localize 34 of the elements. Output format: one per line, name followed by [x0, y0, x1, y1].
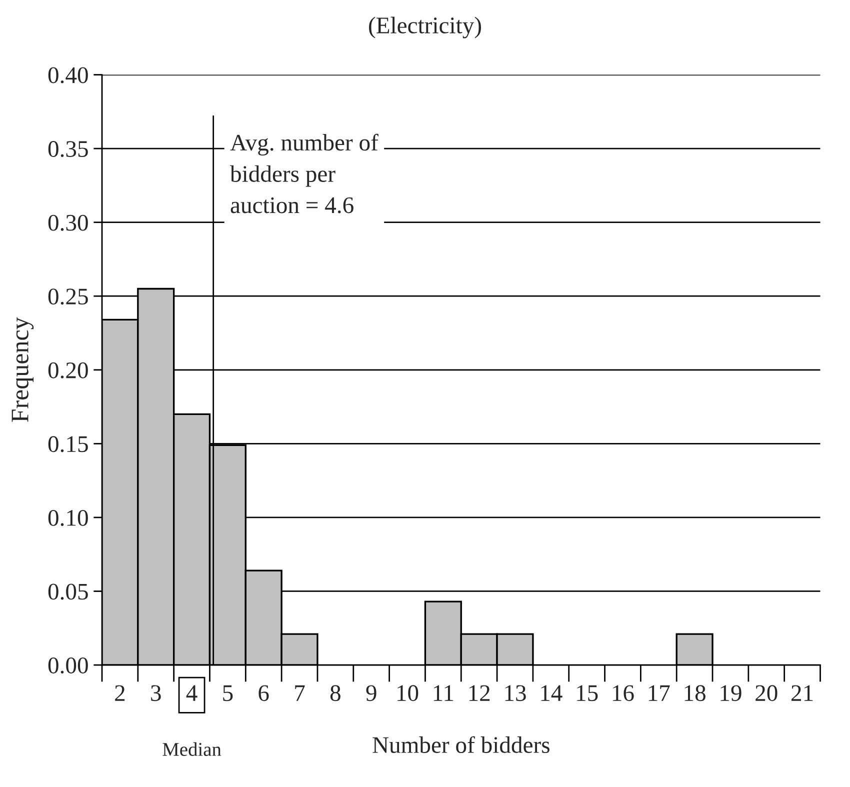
ref-line-label: Avg. number of bidders per auction = 4.6 [230, 134, 378, 214]
chart-title: (Electricity) [369, 16, 481, 38]
x-tick-label: 5 [223, 685, 233, 702]
x-tick-label: 4 [186, 685, 198, 701]
x-tick-label: 16 [613, 685, 634, 702]
y-tick-label: 0.05 [48, 584, 88, 600]
x-tick-label: 2 [115, 685, 125, 701]
x-tick-label: 10 [398, 685, 418, 702]
x-tick-label: 17 [648, 685, 670, 701]
y-tick-label: 0.10 [48, 510, 88, 526]
text: Median [162, 742, 222, 756]
x-tick-label: 13 [505, 685, 526, 702]
y-axis-title: Frequency [12, 317, 34, 422]
y-tick-label: 0.35 [48, 141, 88, 158]
x-tick-label: 8 [330, 685, 340, 702]
x-tick-label: 15 [577, 685, 598, 702]
x-tick-label: 6 [258, 685, 269, 702]
x-tick-label: 11 [434, 685, 454, 701]
y-tick-label: 0.20 [48, 362, 88, 378]
x-tick-label: 19 [720, 685, 742, 702]
x-tick-label: 18 [684, 685, 706, 702]
y-tick-label: 0.30 [48, 214, 88, 231]
y-tick-label: 0.00 [48, 658, 88, 674]
y-tick-label: 0.40 [48, 67, 88, 84]
y-tick-label: 0.15 [48, 436, 88, 452]
x-tick-label: 21 [792, 685, 813, 701]
x-tick-label: 20 [756, 685, 778, 702]
x-tick-label: 9 [366, 685, 376, 702]
x-tick-label: 14 [541, 685, 562, 701]
x-tick-label: 3 [151, 685, 161, 702]
x-axis-title: Number of bidders [372, 736, 550, 754]
y-tick-label: 0.25 [48, 288, 88, 305]
x-tick-label: 7 [295, 685, 305, 701]
x-tick-label: 12 [469, 685, 490, 701]
